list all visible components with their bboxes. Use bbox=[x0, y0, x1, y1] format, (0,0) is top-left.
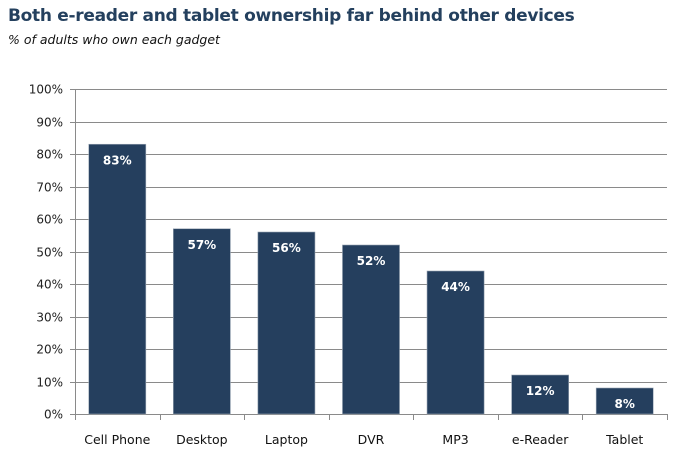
bar-mp3 bbox=[426, 270, 485, 415]
bar-desktop bbox=[173, 228, 231, 415]
y-tick-label: 60% bbox=[36, 213, 63, 227]
data-label: 83% bbox=[103, 153, 132, 167]
data-label: 56% bbox=[272, 241, 301, 255]
y-tick-label: 70% bbox=[36, 181, 63, 195]
data-label: 57% bbox=[187, 238, 216, 252]
x-tick-label: DVR bbox=[358, 432, 385, 447]
data-label: 8% bbox=[615, 397, 635, 411]
x-tick-label: Cell Phone bbox=[84, 432, 150, 447]
x-tick-label: MP3 bbox=[442, 432, 468, 447]
data-label: 44% bbox=[441, 280, 470, 294]
data-label: 12% bbox=[526, 384, 555, 398]
y-tick-label: 30% bbox=[36, 311, 63, 325]
y-axis: 0% 10% 20% 30% 40% 50% 60% 70% 80% 90% 100% bbox=[29, 83, 76, 422]
bar-e-reader bbox=[511, 374, 569, 415]
y-tick-label: 20% bbox=[36, 343, 63, 357]
y-tick-label: 40% bbox=[36, 278, 63, 292]
chart-title: Both e-reader and tablet ownership far b… bbox=[8, 6, 575, 26]
bar-cell-phone bbox=[88, 143, 147, 415]
x-tick-label: Desktop bbox=[176, 432, 228, 447]
x-tick-label: Laptop bbox=[265, 432, 308, 447]
bars bbox=[88, 143, 654, 415]
y-tick-label: 90% bbox=[36, 116, 63, 130]
bar-dvr bbox=[342, 244, 400, 415]
y-tick-label: 0% bbox=[44, 408, 63, 422]
chart-subtitle: % of adults who own each gadget bbox=[8, 32, 220, 47]
bar-laptop bbox=[257, 231, 316, 415]
x-tick-label: Tablet bbox=[605, 432, 643, 447]
y-tick-label: 100% bbox=[29, 83, 63, 97]
y-tick-label: 50% bbox=[36, 246, 63, 260]
data-label: 52% bbox=[357, 254, 386, 268]
x-tick-label: e-Reader bbox=[512, 432, 569, 447]
bar-tablet bbox=[595, 387, 654, 415]
y-tick-label: 10% bbox=[36, 376, 63, 390]
gridlines bbox=[70, 89, 667, 383]
data-labels: 83% 57% 56% 52% 44% 12% 8% bbox=[103, 153, 635, 411]
y-tick-label: 80% bbox=[36, 148, 63, 162]
x-axis: Cell Phone Desktop Laptop DVR MP3 e-Reader Tab… bbox=[75, 414, 668, 447]
